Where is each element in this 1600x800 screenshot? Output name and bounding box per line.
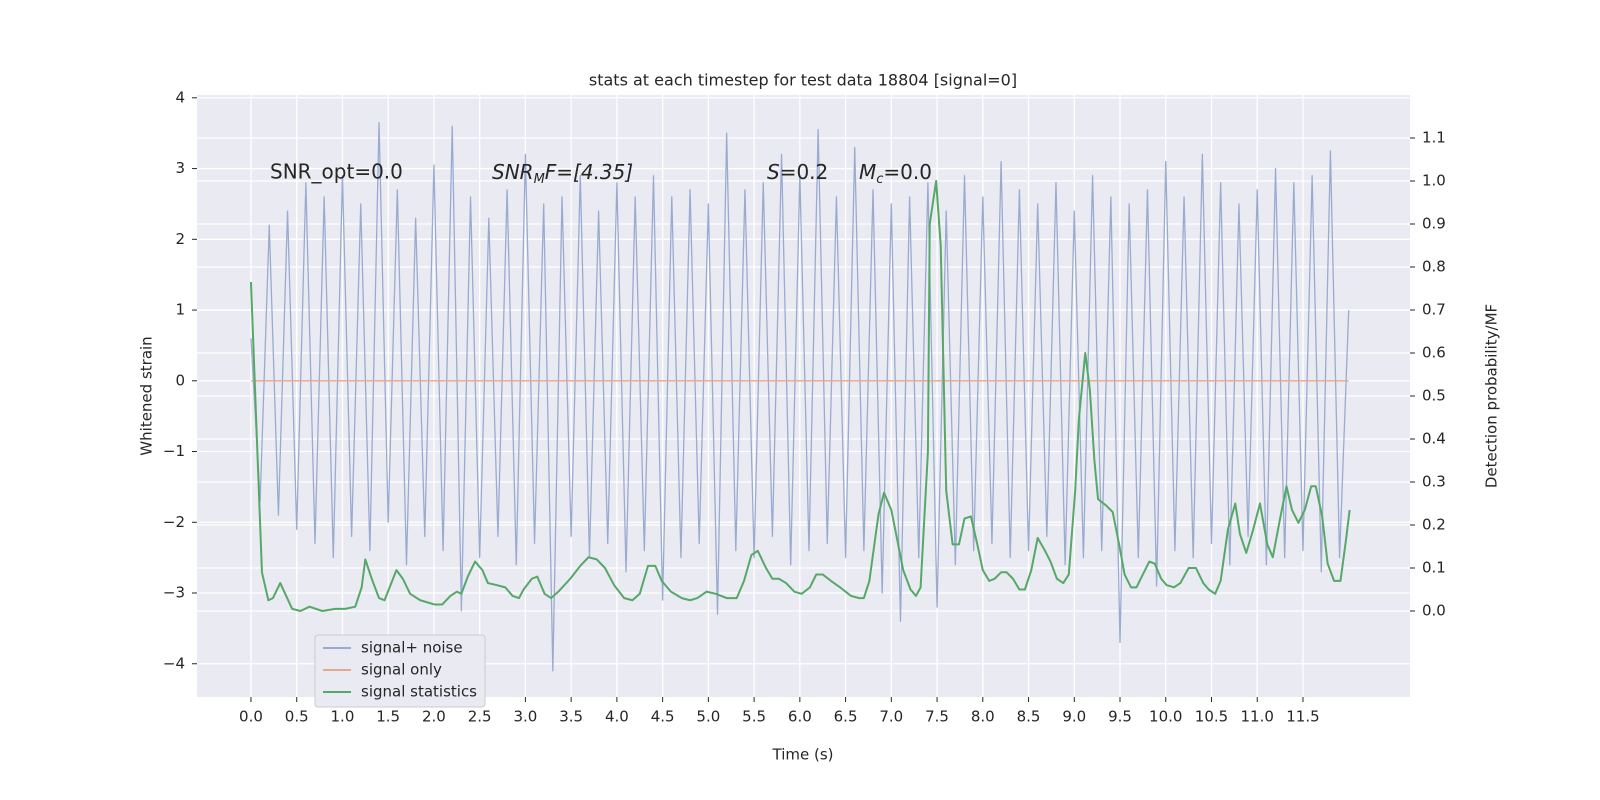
x-tick-label: 11.5 [1286, 708, 1319, 726]
x-tick-label: 7.5 [925, 708, 949, 726]
x-tick-label: 7.0 [879, 708, 903, 726]
y2-tick-label: 0.8 [1422, 258, 1446, 276]
legend-label: signal statistics [361, 683, 477, 701]
x-tick-label: 5.5 [742, 708, 766, 726]
annotation-subscript: c [876, 172, 883, 187]
annotation-part: =0.0 [883, 160, 932, 184]
x-tick-label: 9.5 [1108, 708, 1132, 726]
y2-tick-label: 0.2 [1422, 516, 1446, 534]
y2-tick-label: 0.7 [1422, 301, 1446, 319]
x-tick-label: 4.5 [651, 708, 675, 726]
y2-tick-label: 0.3 [1422, 473, 1446, 491]
y2-tick-label: 0.5 [1422, 387, 1446, 405]
y-axis-label: Whitened strain [138, 336, 156, 455]
x-tick-label: 1.0 [331, 708, 355, 726]
y2-tick-label: 0.1 [1422, 559, 1446, 577]
annotation: S=0.2 [767, 160, 828, 184]
annotation-subscript: M [534, 172, 545, 187]
x-tick-label: 11.0 [1241, 708, 1274, 726]
x-tick-label: 10.5 [1195, 708, 1228, 726]
annotation-part: =0.2 [780, 160, 829, 184]
x-tick-label: 8.5 [1017, 708, 1041, 726]
y2-tick-label: 0.4 [1422, 430, 1446, 448]
x-tick-label: 6.0 [788, 708, 812, 726]
x-tick-label: 0.5 [285, 708, 309, 726]
y2-tick-label: 0.6 [1422, 344, 1446, 362]
x-tick-label: 5.0 [696, 708, 720, 726]
y-tick-label: −1 [163, 442, 185, 460]
chart-title: stats at each timestep for test data 188… [589, 71, 1017, 90]
annotation-part: M [859, 160, 876, 184]
y2-tick-label: 1.0 [1422, 172, 1446, 190]
x-tick-label: 1.5 [376, 708, 400, 726]
y-tick-label: 2 [175, 230, 185, 248]
y-tick-label: −2 [163, 513, 185, 531]
series-line [250, 121, 1350, 672]
y-tick-label: −3 [163, 584, 185, 602]
labels: 0.0 0.5 1.0 1.5 2.0 2.5 3.0 3.5 4.0 4.5 5.0 5.5 6.0 6… [163, 88, 1446, 725]
y-tick-label: 1 [175, 301, 185, 319]
annotation: SNRMF=[4.35] [492, 160, 633, 187]
y2-tick-label: 0.0 [1422, 602, 1446, 620]
x-tick-label: 8.0 [971, 708, 995, 726]
marks [249, 121, 1351, 672]
y-tick-label: −4 [163, 654, 185, 672]
legend-box [314, 634, 486, 708]
y-tick-label: 3 [175, 159, 185, 177]
x-tick-label: 3.0 [513, 708, 537, 726]
x-tick-label: 4.0 [605, 708, 629, 726]
x-tick-label: 10.0 [1149, 708, 1182, 726]
annotation: Mc=0.0 [859, 160, 932, 187]
series-line [249, 180, 1351, 612]
legend-label: signal+ noise [361, 639, 463, 657]
y2-tick-label: 1.1 [1422, 129, 1446, 147]
x-tick-label: 0.0 [239, 708, 263, 726]
y-tick-label: 4 [175, 88, 185, 106]
annotation-part: F=[4.35] [545, 160, 633, 184]
x-tick-label: 2.5 [468, 708, 492, 726]
y2-tick-label: 0.9 [1422, 215, 1446, 233]
x-axis-label: Time (s) [772, 746, 834, 764]
x-tick-label: 9.0 [1062, 708, 1086, 726]
x-tick-label: 2.0 [422, 708, 446, 726]
legend: signal+ noise signal only signal statistic… [314, 634, 486, 708]
x-tick-label: 3.5 [559, 708, 583, 726]
annotation-part: SNR [492, 160, 534, 184]
annotation-part: S [767, 160, 780, 184]
y2-axis-label: Detection probability/MF [1483, 304, 1501, 488]
annotation: SNR_opt=0.0 [270, 160, 403, 184]
x-tick-label: 6.5 [834, 708, 858, 726]
y-tick-label: 0 [175, 371, 185, 389]
legend-label: signal only [361, 661, 442, 679]
